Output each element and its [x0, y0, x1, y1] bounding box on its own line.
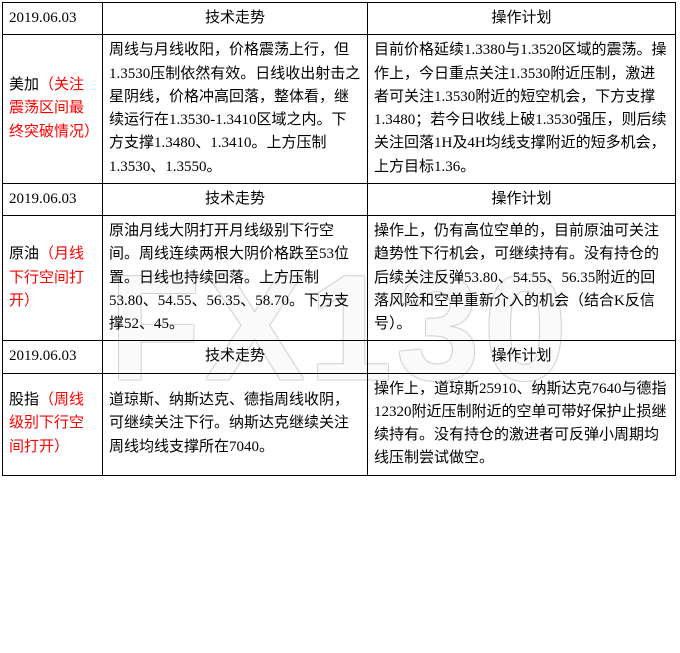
operation-plan-cell: 操作上，道琼斯25910、纳斯达克7640与德指12320附近压制附近的空单可带…	[368, 373, 676, 475]
tech-trend-cell: 道琼斯、纳斯达克、德指周线收阴，可继续关注下行。纳斯达克继续关注周线均线支撑所在…	[103, 373, 368, 475]
operation-plan-cell: 操作上，仍有高位空单的，目前原油可关注趋势性下行机会，可继续持有。没有持仓的后续…	[368, 216, 676, 341]
tech-trend-cell: 周线与月线收阳，价格震荡上行，但1.3530压制依然有效。日线收出射击之星阴线，…	[103, 35, 368, 184]
header-plan: 操作计划	[368, 341, 676, 373]
header-plan: 操作计划	[368, 3, 676, 35]
table-row: 原油（月线下行空间打开） 原油月线大阴打开月线级别下行空间。周线连续两根大阴价格…	[3, 216, 676, 341]
operation-plan-cell: 目前价格延续1.3380与1.3520区域的震荡。操作上，今日重点关注1.353…	[368, 35, 676, 184]
analysis-table: 2019.06.03 技术走势 操作计划 美加（关注震荡区间最终突破情况） 周线…	[2, 2, 676, 476]
header-plan: 操作计划	[368, 183, 676, 215]
instrument-label: 美加（关注震荡区间最终突破情况）	[3, 35, 103, 184]
table-row: 2019.06.03 技术走势 操作计划	[3, 341, 676, 373]
header-tech: 技术走势	[103, 341, 368, 373]
instrument-name: 原油	[9, 246, 39, 262]
table-row: 2019.06.03 技术走势 操作计划	[3, 183, 676, 215]
instrument-name: 股指	[9, 392, 39, 408]
header-tech: 技术走势	[103, 3, 368, 35]
table-row: 2019.06.03 技术走势 操作计划	[3, 3, 676, 35]
date-cell: 2019.06.03	[3, 3, 103, 35]
instrument-label: 股指（周线级别下行空间打开）	[3, 373, 103, 475]
table-row: 股指（周线级别下行空间打开） 道琼斯、纳斯达克、德指周线收阴，可继续关注下行。纳…	[3, 373, 676, 475]
date-cell: 2019.06.03	[3, 183, 103, 215]
date-cell: 2019.06.03	[3, 341, 103, 373]
instrument-label: 原油（月线下行空间打开）	[3, 216, 103, 341]
table-row: 美加（关注震荡区间最终突破情况） 周线与月线收阳，价格震荡上行，但1.3530压…	[3, 35, 676, 184]
header-tech: 技术走势	[103, 183, 368, 215]
tech-trend-cell: 原油月线大阴打开月线级别下行空间。周线连续两根大阴价格跌至53位置。日线也持续回…	[103, 216, 368, 341]
instrument-name: 美加	[9, 77, 39, 93]
